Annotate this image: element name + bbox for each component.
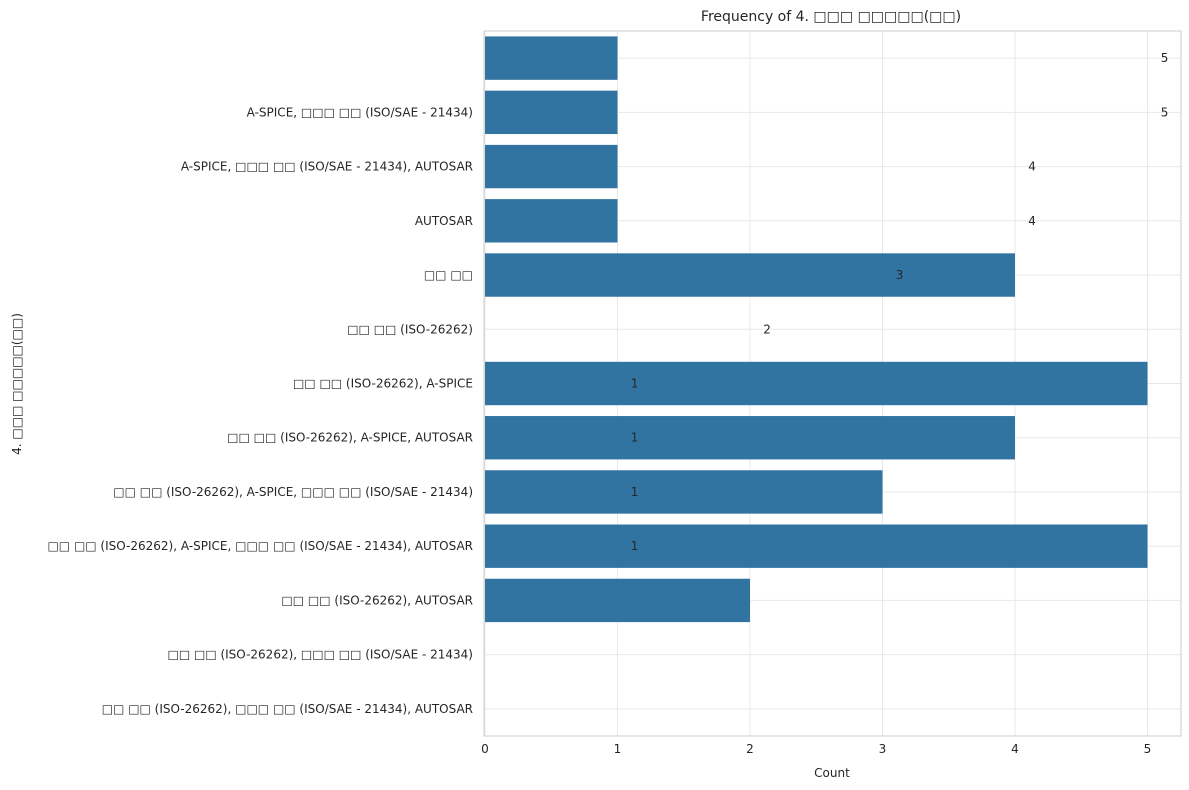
x-tick-label: 2 <box>746 742 754 756</box>
y-tick-label: □□ □□ (ISO-26262), A-SPICE, AUTOSAR <box>227 431 473 445</box>
y-tick-label: □□ □□ (ISO-26262), AUTOSAR <box>281 593 473 607</box>
bar <box>485 90 618 135</box>
x-tick-label: 5 <box>1144 742 1152 756</box>
bar <box>485 361 1148 406</box>
bars <box>485 36 1148 623</box>
data-label: 1 <box>631 539 639 553</box>
bar <box>485 470 883 514</box>
x-tick-label: 3 <box>879 742 887 756</box>
x-tick-label: 4 <box>1011 742 1019 756</box>
data-label: 5 <box>1161 51 1169 65</box>
data-label: 1 <box>631 431 639 445</box>
y-tick-label: □□ □□ (ISO-26262), A-SPICE, □□□ □□ (ISO/… <box>47 539 473 553</box>
x-tick-labels: 0 1 2 3 4 5 <box>481 742 1151 756</box>
bar <box>485 253 1015 297</box>
y-tick-label: □□ □□ (ISO-26262), □□□ □□ (ISO/SAE - 214… <box>102 702 473 716</box>
data-label: 5 <box>1161 105 1169 119</box>
bar <box>485 199 618 243</box>
y-tick-label: A-SPICE, □□□ □□ (ISO/SAE - 21434) <box>247 105 473 119</box>
data-label: 4 <box>1028 214 1036 228</box>
y-tick-label: □□ □□ (ISO-26262), □□□ □□ (ISO/SAE - 214… <box>167 648 473 662</box>
plot-frame <box>483 30 1182 737</box>
y-tick-label: □□ □□ (ISO-26262) <box>347 322 473 336</box>
x-axis-title: Count <box>814 766 850 780</box>
y-tick-labels: A-SPICE, □□□ □□ (ISO/SAE - 21434) A-SPICE… <box>47 105 473 716</box>
y-tick-label: A-SPICE, □□□ □□ (ISO/SAE - 21434), AUTOS… <box>181 160 473 174</box>
bar <box>485 578 750 623</box>
x-tick-label: 0 <box>481 742 489 756</box>
y-tick-label: □□ □□ (ISO-26262), A-SPICE, □□□ □□ (ISO/… <box>113 485 473 499</box>
x-tick-label: 1 <box>614 742 622 756</box>
data-label: 1 <box>631 377 639 391</box>
bar <box>485 144 618 189</box>
y-tick-label: □□ □□ (ISO-26262), A-SPICE <box>293 377 473 391</box>
bar <box>485 36 618 80</box>
data-label: 1 <box>631 485 639 499</box>
y-tick-label: □□ □□ <box>424 268 473 282</box>
bar <box>485 524 1148 568</box>
bar <box>485 416 1015 460</box>
data-label: 3 <box>896 268 904 282</box>
data-label: 2 <box>763 322 771 336</box>
data-labels: 5 5 4 4 3 2 1 1 1 1 <box>631 51 1169 553</box>
y-axis-title: 4. □□□ □□□□□(□□) <box>10 313 24 455</box>
y-tick-label: AUTOSAR <box>415 214 473 228</box>
chart-title: Frequency of 4. □□□ □□□□□(□□) <box>701 9 961 25</box>
data-label: 4 <box>1028 160 1036 174</box>
